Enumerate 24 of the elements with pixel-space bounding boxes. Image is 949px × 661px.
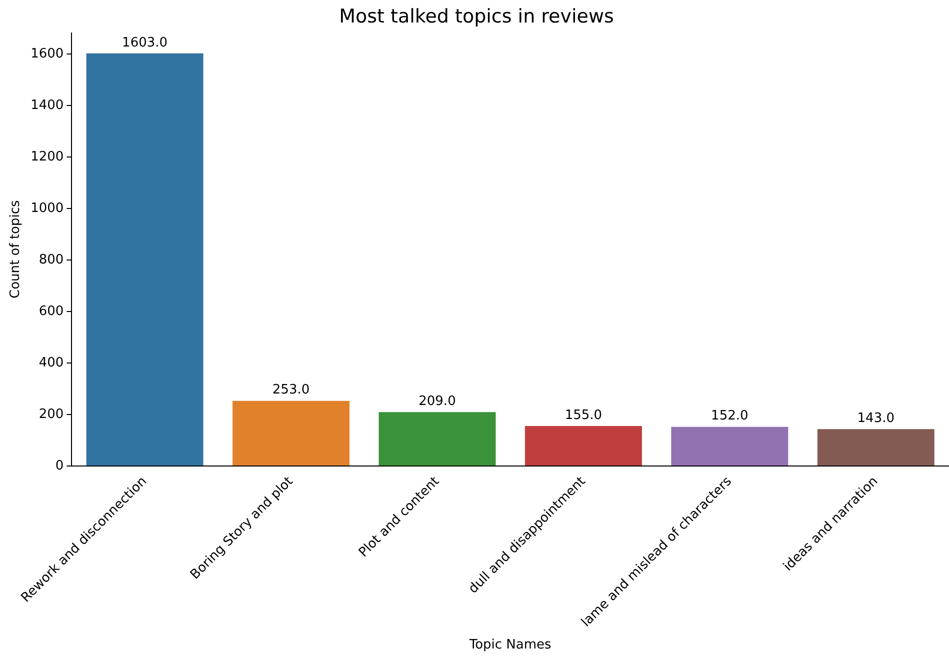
y-tick-label: 1200 — [30, 149, 64, 164]
data-label: 152.0 — [711, 408, 748, 424]
y-tick-label: 1600 — [30, 46, 64, 62]
bar — [671, 426, 788, 466]
bar — [817, 429, 934, 466]
bar — [232, 400, 350, 466]
y-tick-label: 600 — [38, 304, 64, 319]
bar — [86, 53, 204, 466]
data-label: 209.0 — [418, 394, 456, 410]
y-tick-label: 1400 — [30, 98, 64, 114]
y-tick-label: 800 — [38, 252, 64, 268]
chart-title: Most talked topics in reviews — [339, 5, 614, 28]
data-label: 143.0 — [857, 411, 894, 426]
x-axis-title: Topic Names — [468, 638, 552, 653]
y-axis-title: Count of topics — [8, 200, 24, 298]
y-tick-label: 1000 — [30, 200, 64, 216]
bar — [378, 412, 496, 466]
bar — [524, 426, 642, 466]
y-tick-label: 200 — [38, 406, 64, 422]
y-tick-label: 0 — [55, 458, 64, 474]
data-label: 155.0 — [564, 408, 602, 423]
data-label: 253.0 — [272, 382, 310, 398]
y-tick-label: 400 — [38, 355, 64, 370]
data-label: 1603.0 — [122, 35, 168, 50]
